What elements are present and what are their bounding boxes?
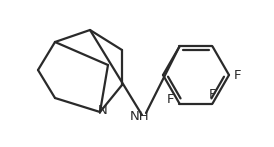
- Text: F: F: [234, 69, 242, 81]
- Text: F: F: [209, 88, 216, 101]
- Text: NH: NH: [130, 110, 150, 122]
- Text: N: N: [98, 105, 108, 117]
- Text: F: F: [167, 93, 174, 106]
